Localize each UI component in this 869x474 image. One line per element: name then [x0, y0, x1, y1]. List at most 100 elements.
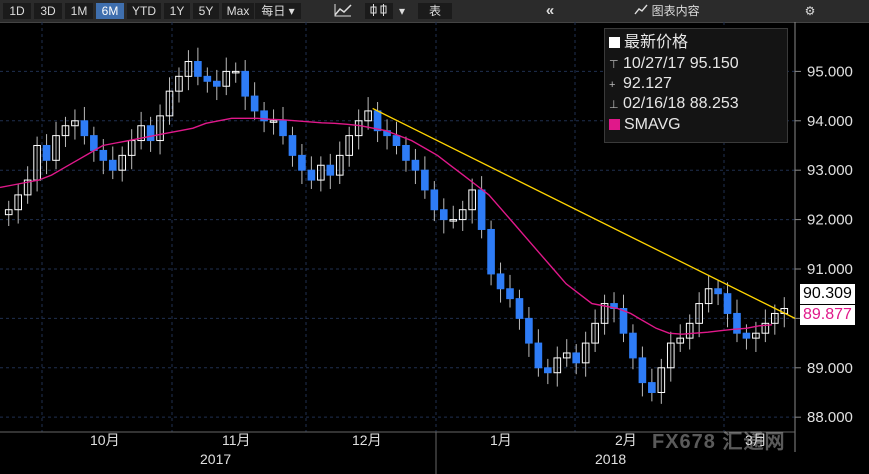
- candle-body: [704, 288, 713, 305]
- candle-body: [742, 332, 751, 339]
- candle-body: [629, 332, 637, 359]
- y-tick-label: 94.000: [807, 113, 853, 130]
- range-tab-5y[interactable]: 5Y: [193, 3, 219, 19]
- settings-icon[interactable]: ⚙: [804, 4, 816, 18]
- legend-title: 最新价格: [624, 34, 689, 51]
- candle-chart-icon[interactable]: [365, 3, 393, 19]
- smavg-swatch: [609, 119, 620, 130]
- candle-body: [288, 135, 297, 156]
- candle-body: [194, 61, 202, 77]
- candle-body: [99, 149, 108, 161]
- candle-body: [71, 120, 79, 127]
- candle-body: [175, 75, 183, 92]
- range-tab-1d[interactable]: 1D: [3, 3, 31, 19]
- candle-body: [212, 80, 221, 87]
- candle-body: [676, 337, 685, 344]
- candle-body: [638, 357, 647, 384]
- x-month-label: 3月: [745, 432, 767, 448]
- candle-body: [42, 144, 51, 161]
- candle-body: [279, 120, 287, 137]
- chart-contents-button[interactable]: 图表内容: [622, 3, 712, 19]
- price-chart: 95.00094.00093.00092.00091.00090.00089.0…: [0, 22, 853, 474]
- candle-body: [90, 135, 98, 151]
- candle-body: [619, 308, 628, 334]
- y-tick-label: 88.000: [807, 409, 853, 426]
- range-tab-ytd[interactable]: YTD: [127, 3, 161, 19]
- collapse-button[interactable]: «: [545, 2, 555, 19]
- x-month-label: 10月: [90, 432, 120, 448]
- candle-body: [572, 352, 581, 364]
- candle-body: [487, 228, 495, 275]
- candle-body: [146, 125, 155, 142]
- candle-body: [61, 125, 70, 137]
- candle-body: [203, 75, 212, 82]
- candle-body: [477, 189, 486, 230]
- legend-smavg-row: SMAVG: [609, 115, 681, 135]
- candle-body: [137, 125, 145, 142]
- table-button[interactable]: 表: [418, 3, 452, 19]
- candle-body: [458, 209, 467, 221]
- range-tab-max[interactable]: Max: [222, 3, 254, 19]
- high-marker-icon: ⊤: [609, 59, 619, 71]
- x-month-label: 11月: [222, 432, 251, 448]
- candle-body: [430, 189, 439, 211]
- candle-body: [326, 164, 335, 176]
- legend-mid: 92.127: [623, 75, 672, 92]
- candle-body: [733, 312, 741, 334]
- candle-body: [156, 115, 164, 142]
- smavg-line: [0, 117, 773, 335]
- x-month-label: 2月: [615, 432, 637, 448]
- candle-body: [402, 144, 410, 161]
- candle-body: [165, 90, 174, 117]
- candle-body: [553, 357, 562, 374]
- chevron-down-icon[interactable]: ▾: [398, 4, 406, 18]
- candle-body: [666, 342, 675, 369]
- candle-body: [695, 303, 703, 324]
- candle-body: [52, 135, 60, 161]
- legend-smavg: SMAVG: [624, 116, 681, 133]
- candle-body: [723, 293, 732, 314]
- candle-body: [118, 154, 127, 171]
- legend-low-row: ⊥ 02/16/18 88.253: [609, 94, 739, 114]
- candle-body: [761, 322, 770, 334]
- candle-body: [108, 159, 117, 171]
- legend-mid-row: +92.127: [609, 74, 672, 94]
- candle-body: [241, 70, 249, 97]
- candle-body: [515, 298, 524, 319]
- range-tab-6m[interactable]: 6M: [96, 3, 124, 19]
- x-year-label: 2018: [595, 451, 627, 467]
- range-tab-1m[interactable]: 1M: [65, 3, 93, 19]
- trend-line: [372, 107, 796, 319]
- x-year-label: 2017: [200, 451, 232, 467]
- line-chart-icon[interactable]: [332, 3, 354, 19]
- candle-body: [364, 110, 372, 122]
- range-tab-1y[interactable]: 1Y: [164, 3, 190, 19]
- candle-body: [307, 169, 316, 181]
- last-price-label: 90.309: [800, 284, 855, 304]
- legend-title-row: 最新价格: [609, 33, 688, 53]
- candle-body: [335, 154, 344, 176]
- candle-body: [714, 288, 722, 295]
- y-tick-label: 95.000: [807, 63, 853, 80]
- candle-body: [260, 110, 268, 122]
- candle-body: [392, 135, 401, 146]
- candle-body: [354, 120, 363, 137]
- candle-body: [600, 303, 609, 324]
- candle-body: [496, 273, 505, 290]
- candle-body: [591, 322, 599, 344]
- toolbar: 1D 3D 1M 6M YTD 1Y 5Y Max 每日 ▾ ▾ 表 « 图表内容 ⚙: [0, 0, 869, 23]
- y-tick-label: 91.000: [807, 261, 853, 278]
- range-tab-3d[interactable]: 3D: [34, 3, 62, 19]
- legend-panel: 最新价格 ⊤ 10/27/17 95.150 +92.127 ⊥ 02/16/18 …: [604, 28, 788, 143]
- candle-body: [657, 367, 666, 393]
- y-tick-label: 92.000: [807, 212, 853, 229]
- y-tick-label: 89.000: [807, 360, 853, 377]
- period-select[interactable]: 每日 ▾: [255, 3, 301, 19]
- legend-high: 10/27/17 95.150: [623, 55, 739, 72]
- candle-body: [534, 342, 543, 369]
- y-tick-label: 93.000: [807, 162, 853, 179]
- candle-body: [298, 154, 306, 171]
- chart-contents-icon: [634, 4, 648, 15]
- candle-body: [439, 209, 448, 221]
- candle-body: [544, 367, 552, 374]
